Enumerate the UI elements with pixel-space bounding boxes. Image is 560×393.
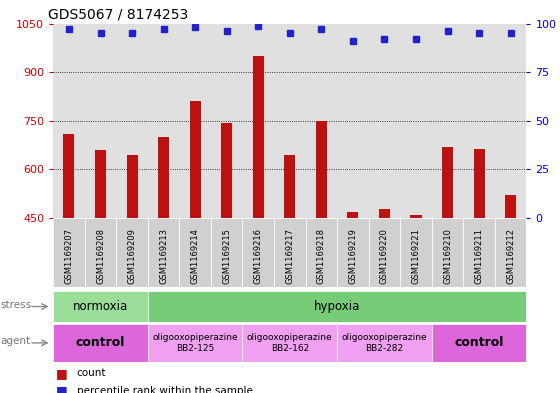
Bar bbox=[410, 215, 422, 218]
Bar bbox=[179, 218, 211, 287]
Bar bbox=[242, 218, 274, 287]
Text: percentile rank within the sample: percentile rank within the sample bbox=[77, 386, 253, 393]
Text: ■: ■ bbox=[56, 367, 68, 380]
Text: GSM1169207: GSM1169207 bbox=[64, 228, 73, 285]
Text: GSM1169208: GSM1169208 bbox=[96, 228, 105, 285]
Text: GSM1169217: GSM1169217 bbox=[285, 228, 295, 285]
Text: oligooxopiperazine
BB2-282: oligooxopiperazine BB2-282 bbox=[342, 333, 427, 353]
Bar bbox=[53, 324, 148, 362]
Bar bbox=[53, 291, 148, 322]
Bar bbox=[53, 218, 85, 287]
Text: GSM1169209: GSM1169209 bbox=[128, 228, 137, 284]
Bar bbox=[400, 218, 432, 287]
Text: agent: agent bbox=[1, 336, 31, 346]
Bar bbox=[337, 324, 432, 362]
Bar bbox=[148, 324, 242, 362]
Bar bbox=[432, 324, 526, 362]
Bar bbox=[463, 218, 495, 287]
Text: count: count bbox=[77, 368, 106, 378]
Bar bbox=[505, 195, 516, 218]
Bar bbox=[474, 149, 484, 218]
Text: GSM1169220: GSM1169220 bbox=[380, 228, 389, 284]
Bar bbox=[85, 218, 116, 287]
Text: GSM1169210: GSM1169210 bbox=[443, 228, 452, 284]
Text: GDS5067 / 8174253: GDS5067 / 8174253 bbox=[49, 7, 189, 21]
Text: GSM1169212: GSM1169212 bbox=[506, 228, 515, 284]
Text: GSM1169218: GSM1169218 bbox=[317, 228, 326, 285]
Bar bbox=[368, 218, 400, 287]
Text: normoxia: normoxia bbox=[73, 300, 128, 313]
Text: oligooxopiperazine
BB2-162: oligooxopiperazine BB2-162 bbox=[247, 333, 333, 353]
Bar bbox=[274, 218, 306, 287]
Bar bbox=[148, 218, 179, 287]
Text: hypoxia: hypoxia bbox=[314, 300, 360, 313]
Bar bbox=[221, 123, 232, 218]
Bar bbox=[432, 218, 463, 287]
Bar bbox=[148, 291, 526, 322]
Bar bbox=[211, 218, 242, 287]
Bar bbox=[379, 209, 390, 218]
Text: oligooxopiperazine
BB2-125: oligooxopiperazine BB2-125 bbox=[152, 333, 238, 353]
Text: GSM1169216: GSM1169216 bbox=[254, 228, 263, 285]
Bar bbox=[158, 137, 169, 218]
Bar bbox=[347, 211, 358, 218]
Bar bbox=[253, 56, 264, 218]
Bar bbox=[63, 134, 74, 218]
Bar bbox=[337, 218, 368, 287]
Bar bbox=[242, 324, 337, 362]
Bar bbox=[442, 147, 453, 218]
Text: control: control bbox=[454, 336, 504, 349]
Bar bbox=[495, 218, 526, 287]
Bar bbox=[306, 218, 337, 287]
Text: GSM1169211: GSM1169211 bbox=[474, 228, 484, 284]
Text: GSM1169214: GSM1169214 bbox=[190, 228, 200, 284]
Bar bbox=[284, 155, 295, 218]
Text: control: control bbox=[76, 336, 125, 349]
Text: GSM1169213: GSM1169213 bbox=[159, 228, 168, 285]
Bar bbox=[127, 155, 138, 218]
Bar bbox=[190, 101, 200, 218]
Text: stress: stress bbox=[1, 300, 32, 310]
Text: ■: ■ bbox=[56, 384, 68, 393]
Bar bbox=[316, 121, 327, 218]
Text: GSM1169221: GSM1169221 bbox=[412, 228, 421, 284]
Bar bbox=[95, 150, 106, 218]
Text: GSM1169215: GSM1169215 bbox=[222, 228, 231, 284]
Text: GSM1169219: GSM1169219 bbox=[348, 228, 357, 284]
Bar bbox=[116, 218, 148, 287]
